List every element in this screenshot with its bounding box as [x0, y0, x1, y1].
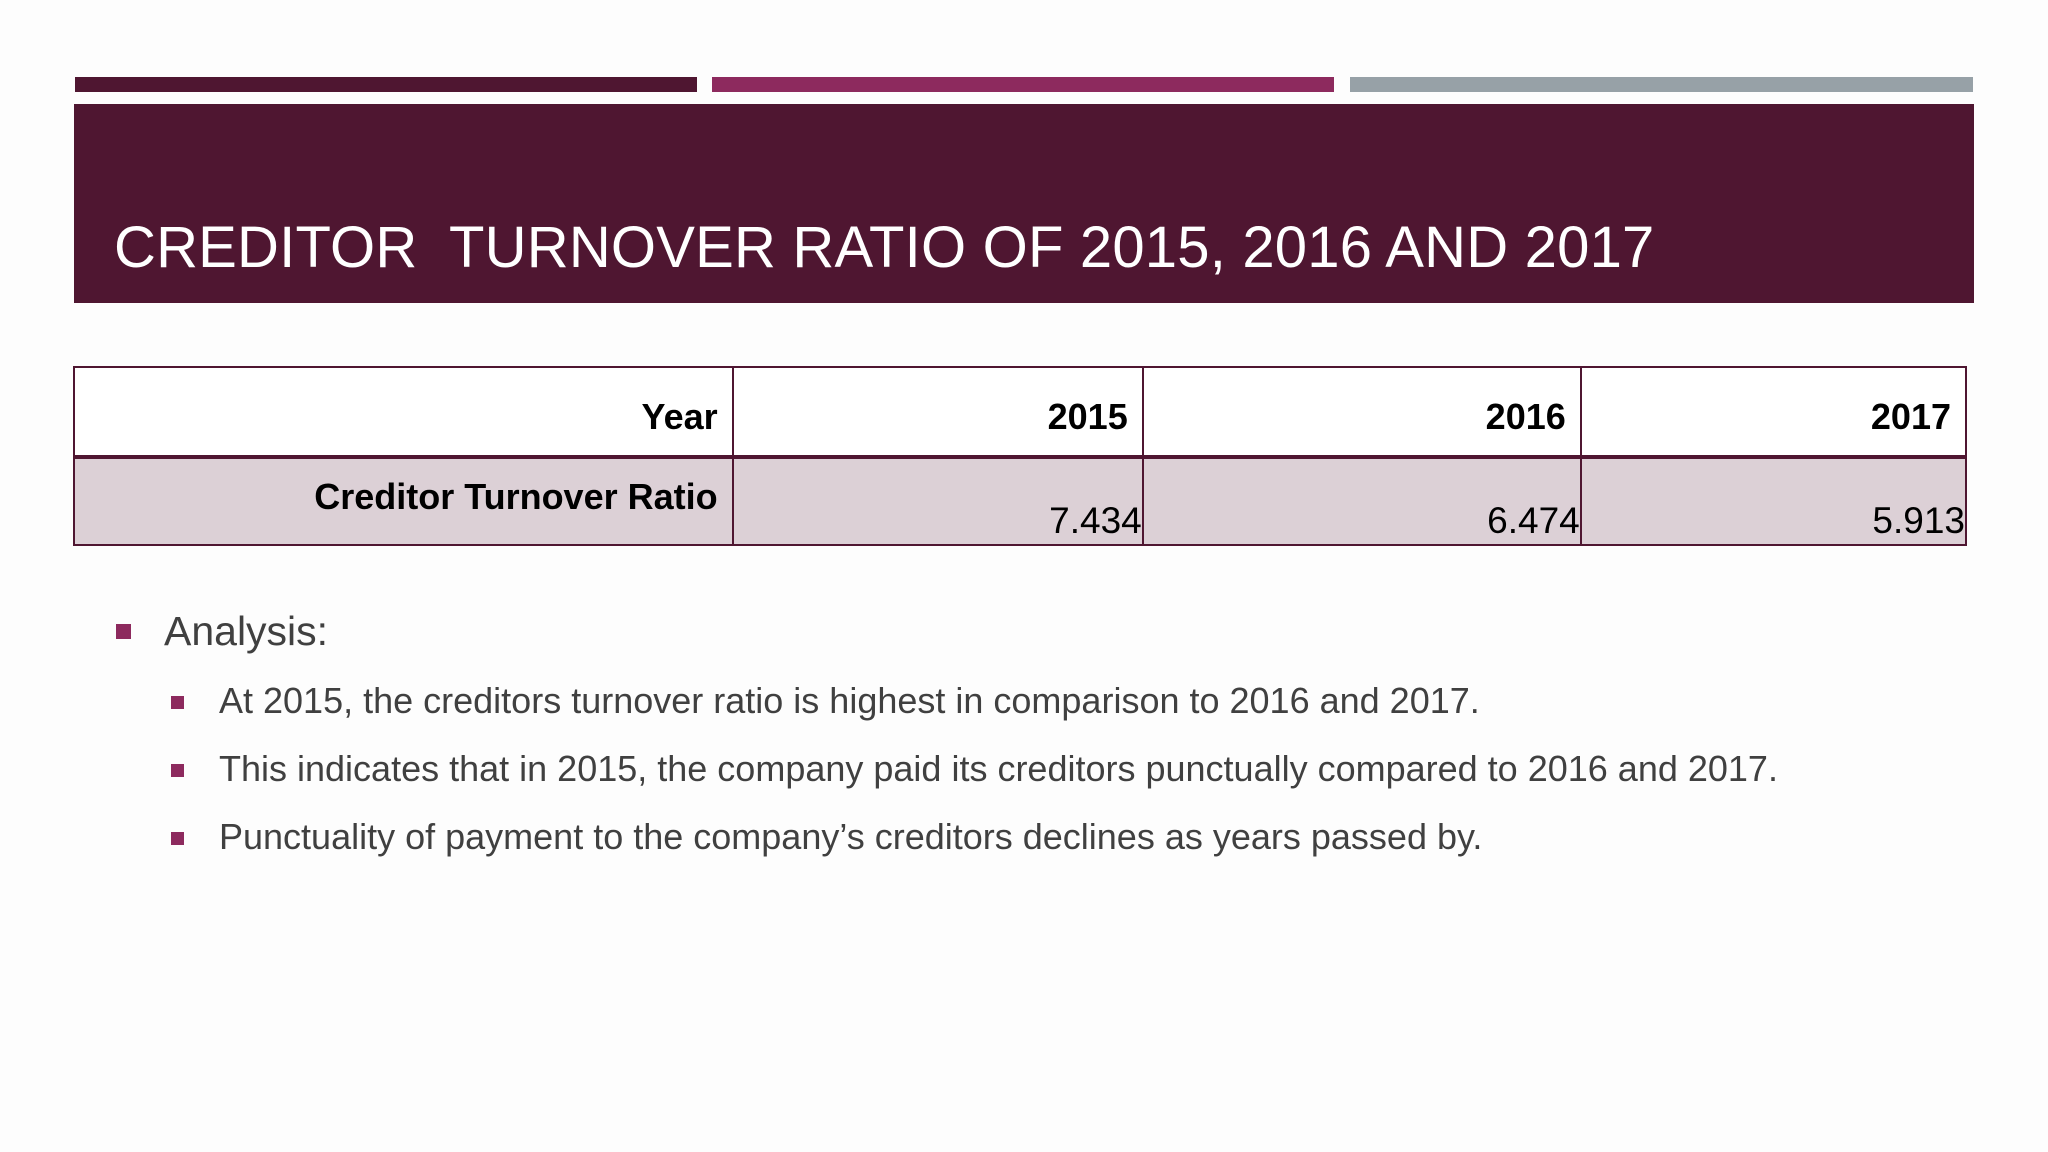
accent-bar-magenta	[712, 77, 1334, 92]
value-2016: 6.474	[1141, 456, 1582, 546]
header-year-label: Year	[73, 366, 734, 459]
analysis-heading: Analysis:	[164, 608, 329, 654]
accent-bar-gray	[1350, 77, 1973, 92]
table-header-row: Year 2015 2016 2017	[73, 366, 1968, 459]
list-item: This indicates that in 2015, the company…	[219, 748, 1778, 789]
creditor-turnover-table: Year 2015 2016 2017 Creditor Turnover Ra…	[73, 366, 1968, 546]
header-year-2017: 2017	[1579, 366, 1968, 459]
slide-title: CREDITOR TURNOVER RATIO OF 2015, 2016 AN…	[114, 215, 1655, 280]
table-row: Creditor Turnover Ratio 7.434 6.474 5.91…	[73, 456, 1968, 546]
list-item: Punctuality of payment to the company’s …	[219, 816, 1483, 857]
accent-bar-dark	[75, 77, 697, 92]
bullet-square-icon	[171, 764, 184, 777]
header-year-2015: 2015	[731, 366, 1144, 459]
value-2017: 5.913	[1579, 456, 1968, 546]
bullet-square-icon	[171, 696, 184, 709]
bullet-square-icon	[116, 624, 131, 639]
bullet-square-icon	[171, 832, 184, 845]
list-item: At 2015, the creditors turnover ratio is…	[219, 680, 1480, 721]
value-2015: 7.434	[731, 456, 1144, 546]
title-band: CREDITOR TURNOVER RATIO OF 2015, 2016 AN…	[74, 104, 1974, 303]
row-label-creditor-turnover: Creditor Turnover Ratio	[73, 456, 734, 546]
header-year-2016: 2016	[1141, 366, 1582, 459]
